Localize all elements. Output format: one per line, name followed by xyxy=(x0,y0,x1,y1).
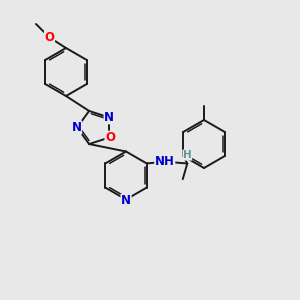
Text: H: H xyxy=(183,150,192,160)
Text: O: O xyxy=(44,31,55,44)
Text: NH: NH xyxy=(155,155,175,169)
Text: N: N xyxy=(104,111,114,124)
Text: N: N xyxy=(121,194,131,208)
Text: O: O xyxy=(105,131,115,144)
Text: N: N xyxy=(71,121,82,134)
